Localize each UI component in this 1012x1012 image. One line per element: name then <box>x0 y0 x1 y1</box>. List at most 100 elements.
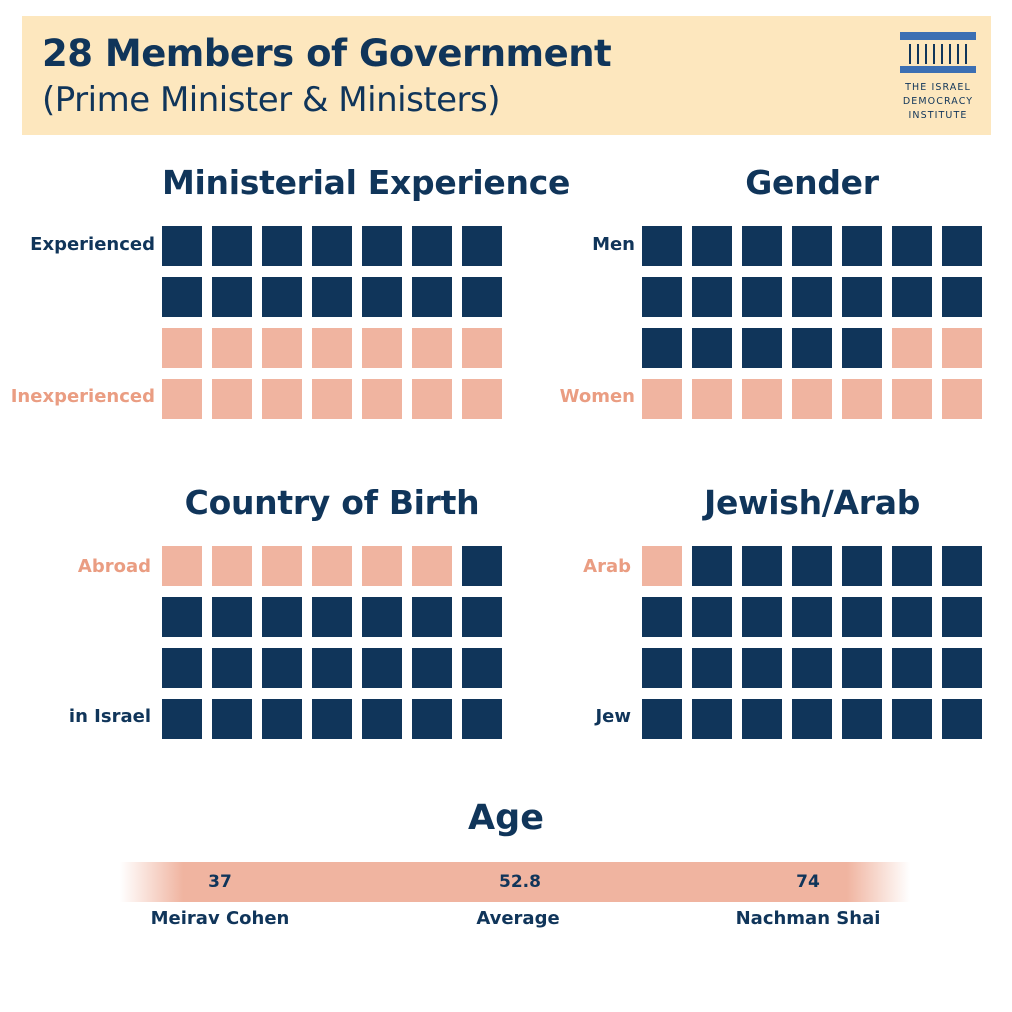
age-max-value: 74 <box>796 872 820 892</box>
waffle-cell-dark <box>312 277 352 317</box>
age-max-name: Nachman Shai <box>735 908 881 929</box>
waffle-cell-light <box>262 546 302 586</box>
waffle-cell-dark <box>362 648 402 688</box>
waffle-cell-dark <box>362 597 402 637</box>
label-women: Women <box>559 386 635 407</box>
waffle-cell-dark <box>792 328 832 368</box>
waffle-cell-light <box>892 328 932 368</box>
waffle-cell-light <box>362 379 402 419</box>
waffle-cell-dark <box>792 648 832 688</box>
institute-building-icon <box>900 32 976 73</box>
waffle-cell-dark <box>692 699 732 739</box>
label-men: Men <box>592 234 635 255</box>
waffle-cell-dark <box>212 277 252 317</box>
waffle-cell-light <box>892 379 932 419</box>
waffle-cell-dark <box>892 648 932 688</box>
waffle-cell-dark <box>742 699 782 739</box>
label-experienced: Experienced <box>30 234 155 255</box>
waffle-cell-light <box>942 328 982 368</box>
waffle-cell-dark <box>362 699 402 739</box>
waffle-cell-dark <box>362 277 402 317</box>
waffle-cell-dark <box>842 226 882 266</box>
waffle-cell-dark <box>262 226 302 266</box>
waffle-cell-dark <box>942 546 982 586</box>
waffle-cell-light <box>742 379 782 419</box>
waffle-cell-dark <box>162 226 202 266</box>
waffle-cell-dark <box>462 699 502 739</box>
label-inexperienced: Inexperienced <box>10 386 155 407</box>
waffle-cell-light <box>162 546 202 586</box>
waffle-cell-light <box>162 328 202 368</box>
logo-line-3: INSTITUTE <box>908 110 968 121</box>
age-min-value: 37 <box>208 872 232 892</box>
waffle-cell-dark <box>692 226 732 266</box>
waffle-cell-light <box>462 328 502 368</box>
waffle-cell-light <box>312 379 352 419</box>
waffle-cell-dark <box>692 648 732 688</box>
waffle-cell-dark <box>942 648 982 688</box>
waffle-cell-dark <box>942 226 982 266</box>
waffle-cell-dark <box>362 226 402 266</box>
waffle-cell-dark <box>792 597 832 637</box>
age-average-value: 52.8 <box>499 872 541 892</box>
age-average-label: Average <box>476 908 560 929</box>
waffle-cell-dark <box>642 648 682 688</box>
waffle-grid-gender <box>642 226 982 419</box>
age-min-name: Meirav Cohen <box>150 908 290 929</box>
waffle-cell-dark <box>792 226 832 266</box>
waffle-cell-dark <box>692 328 732 368</box>
waffle-cell-dark <box>462 597 502 637</box>
waffle-cell-dark <box>312 597 352 637</box>
header-banner: 28 Members of Government (Prime Minister… <box>22 16 991 135</box>
page-subtitle: (Prime Minister & Ministers) <box>42 80 500 120</box>
waffle-cell-dark <box>262 597 302 637</box>
waffle-cell-dark <box>692 277 732 317</box>
waffle-cell-dark <box>212 597 252 637</box>
waffle-cell-light <box>842 379 882 419</box>
waffle-cell-dark <box>742 648 782 688</box>
waffle-cell-light <box>792 379 832 419</box>
waffle-cell-dark <box>412 699 452 739</box>
waffle-cell-dark <box>412 648 452 688</box>
waffle-cell-dark <box>892 699 932 739</box>
waffle-cell-light <box>462 379 502 419</box>
waffle-cell-dark <box>212 648 252 688</box>
waffle-cell-dark <box>892 226 932 266</box>
waffle-cell-dark <box>842 699 882 739</box>
waffle-grid-birth <box>162 546 502 739</box>
waffle-cell-dark <box>692 546 732 586</box>
label-jew: Jew <box>595 706 631 727</box>
waffle-cell-dark <box>892 546 932 586</box>
waffle-cell-light <box>362 328 402 368</box>
waffle-cell-light <box>412 546 452 586</box>
waffle-cell-dark <box>162 648 202 688</box>
waffle-cell-light <box>942 379 982 419</box>
label-abroad: Abroad <box>77 556 151 577</box>
waffle-cell-dark <box>462 546 502 586</box>
waffle-cell-dark <box>262 699 302 739</box>
waffle-cell-dark <box>412 597 452 637</box>
waffle-cell-dark <box>212 699 252 739</box>
waffle-cell-dark <box>262 648 302 688</box>
waffle-cell-dark <box>642 277 682 317</box>
waffle-cell-light <box>312 328 352 368</box>
waffle-cell-dark <box>742 597 782 637</box>
waffle-cell-light <box>362 546 402 586</box>
waffle-cell-dark <box>642 226 682 266</box>
waffle-cell-dark <box>942 597 982 637</box>
waffle-cell-dark <box>412 277 452 317</box>
waffle-cell-light <box>262 379 302 419</box>
waffle-cell-dark <box>842 277 882 317</box>
waffle-cell-dark <box>942 699 982 739</box>
waffle-cell-dark <box>692 597 732 637</box>
waffle-cell-light <box>412 328 452 368</box>
waffle-cell-dark <box>842 648 882 688</box>
waffle-cell-dark <box>892 277 932 317</box>
waffle-cell-dark <box>212 226 252 266</box>
waffle-grid-experience <box>162 226 502 419</box>
waffle-cell-light <box>212 328 252 368</box>
panel-title-gender: Gender <box>745 163 879 202</box>
waffle-cell-dark <box>842 597 882 637</box>
waffle-cell-dark <box>792 546 832 586</box>
waffle-cell-light <box>642 379 682 419</box>
